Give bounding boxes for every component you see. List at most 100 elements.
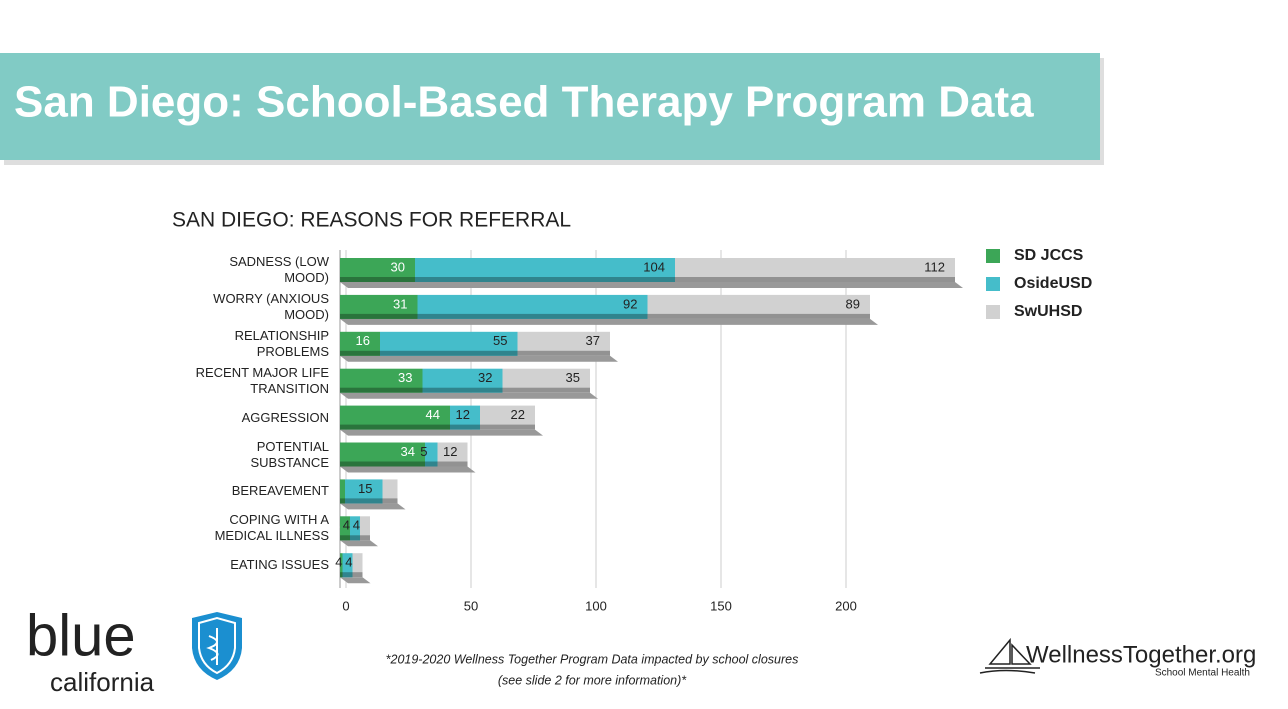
data-label: 92 xyxy=(623,296,637,311)
data-label: 30 xyxy=(391,259,405,274)
bar-edge xyxy=(340,535,350,541)
bar xyxy=(352,553,363,578)
bar-edge xyxy=(437,461,468,467)
slide-title: San Diego: School-Based Therapy Program … xyxy=(14,78,1034,127)
bar-edge xyxy=(340,313,418,319)
legend-label: SwUHSD xyxy=(1014,303,1082,320)
data-label: 34 xyxy=(401,444,415,459)
bar-edge xyxy=(480,424,535,430)
x-tick-label: 100 xyxy=(585,598,607,613)
bar-edge xyxy=(517,350,610,356)
bar xyxy=(425,442,438,467)
bar-shadow xyxy=(340,577,371,584)
bar-edge xyxy=(340,572,343,578)
bar-edge xyxy=(340,350,380,356)
data-label: 1 xyxy=(325,555,332,570)
bar-edge xyxy=(345,498,383,504)
logo-text: WellnessTogether.org xyxy=(1026,641,1256,668)
bar-shadow xyxy=(340,355,618,362)
y-tick-label: COPING WITH A MEDICAL ILLNESS xyxy=(214,512,329,544)
y-tick-label: POTENTIAL SUBSTANCE xyxy=(250,438,330,470)
data-label: 33 xyxy=(398,370,412,385)
data-label: 37 xyxy=(586,333,600,348)
bar-edge xyxy=(417,313,648,319)
bar-edge xyxy=(647,313,870,319)
bar xyxy=(340,479,345,504)
x-tick-label: 0 xyxy=(342,598,349,613)
bar-shadow xyxy=(340,282,963,288)
y-tick-label: RELATIONSHIP PROBLEMS xyxy=(234,327,329,359)
y-tick-label: AGGRESSION xyxy=(241,409,329,425)
bar-edge xyxy=(422,387,503,393)
logo-text: blue xyxy=(26,603,136,668)
bar-shadow xyxy=(340,318,878,325)
bar-edge xyxy=(360,535,370,541)
y-tick-label: BEREAVEMENT xyxy=(231,483,329,499)
bar-edge xyxy=(342,572,353,578)
logo-boat xyxy=(979,637,1040,674)
legend-swatch xyxy=(986,305,1000,319)
data-label: 31 xyxy=(393,296,407,311)
bar xyxy=(340,553,343,578)
data-label: 5 xyxy=(420,444,427,459)
x-tick-label: 200 xyxy=(835,598,857,613)
bar-shadow xyxy=(340,466,476,473)
bar xyxy=(350,516,360,541)
bar-edge xyxy=(380,350,518,356)
legend-swatch xyxy=(986,249,1000,263)
bar-edge xyxy=(450,424,480,430)
data-label: 44 xyxy=(426,407,440,422)
data-label: 55 xyxy=(493,333,507,348)
legend-label: SD JCCS xyxy=(1014,247,1084,264)
logo-emblem xyxy=(206,628,219,665)
y-tick-label: EATING ISSUES xyxy=(230,557,329,573)
data-label: 4 xyxy=(333,518,340,533)
legend-swatch xyxy=(986,277,1000,291)
logo-text: School Mental Health xyxy=(1155,668,1250,679)
data-label: 104 xyxy=(643,259,665,274)
bar xyxy=(340,516,350,541)
data-label: 16 xyxy=(356,333,370,348)
y-tick-label: WORRY (ANXIOUS MOOD) xyxy=(213,290,329,322)
data-label: 89 xyxy=(846,296,860,311)
bar-edge xyxy=(340,461,425,467)
bar-shadow xyxy=(340,503,406,510)
footnote: (see slide 2 for more information)* xyxy=(498,673,687,687)
data-label: 4 xyxy=(343,518,350,533)
bar-edge xyxy=(340,424,450,430)
legend-label: OsideUSD xyxy=(1014,275,1092,292)
bar-edge xyxy=(382,498,398,504)
y-tick-label: SADNESS (LOW MOOD) xyxy=(229,254,329,285)
data-label: 112 xyxy=(924,259,945,274)
data-label: 2 xyxy=(328,481,335,496)
bar-edge xyxy=(415,277,675,282)
data-label: 22 xyxy=(511,407,525,422)
bar-edge xyxy=(340,498,345,504)
bar-edge xyxy=(352,572,363,578)
bar-edge xyxy=(340,277,415,282)
bar-shadow xyxy=(340,540,378,547)
data-label: 4 xyxy=(335,555,342,570)
data-label: 32 xyxy=(478,370,492,385)
banner xyxy=(0,53,1100,160)
x-tick-label: 50 xyxy=(464,598,478,613)
data-label: 35 xyxy=(566,370,580,385)
bar-shadow xyxy=(340,392,598,399)
footnote: *2019-2020 Wellness Together Program Dat… xyxy=(386,652,799,666)
data-label: 4 xyxy=(345,555,352,570)
data-label: 4 xyxy=(353,518,360,533)
bar-edge xyxy=(340,387,423,393)
y-tick-label: RECENT MAJOR LIFE TRANSITION xyxy=(195,364,329,396)
bar-edge xyxy=(675,277,955,282)
bar xyxy=(360,516,370,541)
logo-text: california xyxy=(50,667,155,697)
bar-shadow xyxy=(340,429,543,436)
logo-shield xyxy=(198,616,236,675)
bar xyxy=(382,479,398,504)
bar-edge xyxy=(425,461,438,467)
chart-title: SAN DIEGO: REASONS FOR REFERRAL xyxy=(172,209,571,232)
bar-edge xyxy=(502,387,590,393)
data-label: 15 xyxy=(358,481,372,496)
